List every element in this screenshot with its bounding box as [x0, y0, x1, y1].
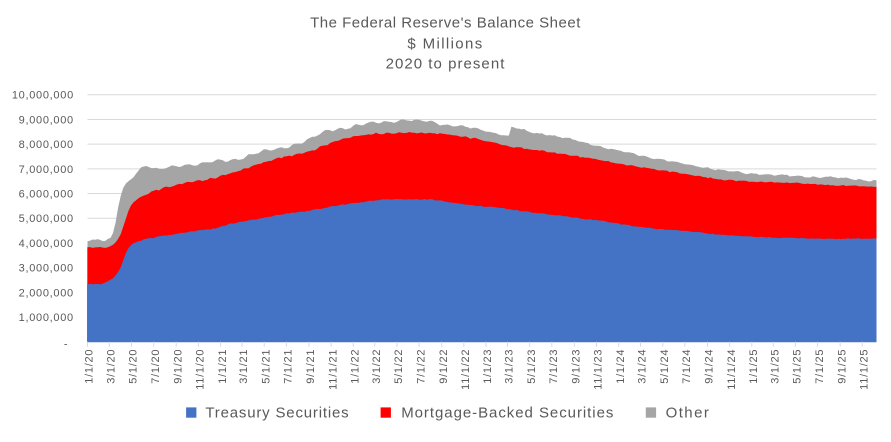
svg-text:11/1/20: 11/1/20	[195, 349, 207, 390]
svg-text:5/1/24: 5/1/24	[659, 349, 671, 384]
svg-text:The Federal Reserve's Balance: The Federal Reserve's Balance Sheet	[310, 14, 581, 31]
svg-text:11/1/24: 11/1/24	[726, 349, 738, 390]
svg-text:Mortgage-Backed Securities: Mortgage-Backed Securities	[401, 404, 614, 421]
svg-text:5/1/20: 5/1/20	[128, 349, 140, 384]
svg-text:5/1/21: 5/1/21	[260, 349, 272, 384]
svg-text:8,000,000: 8,000,000	[19, 139, 74, 151]
svg-text:6,000,000: 6,000,000	[19, 188, 74, 200]
svg-text:3/1/24: 3/1/24	[637, 349, 649, 384]
svg-text:7/1/20: 7/1/20	[150, 349, 162, 384]
svg-text:7/1/23: 7/1/23	[548, 349, 560, 384]
svg-text:7/1/25: 7/1/25	[814, 349, 826, 384]
svg-text:5,000,000: 5,000,000	[19, 213, 74, 225]
svg-text:3/1/21: 3/1/21	[238, 349, 250, 384]
svg-text:10,000,000: 10,000,000	[12, 90, 74, 102]
svg-text:1/1/25: 1/1/25	[748, 349, 760, 384]
svg-text:5/1/25: 5/1/25	[792, 349, 804, 384]
svg-text:7/1/21: 7/1/21	[283, 349, 295, 384]
svg-text:4,000,000: 4,000,000	[19, 238, 74, 250]
svg-text:11/1/23: 11/1/23	[593, 349, 605, 390]
svg-text:$ Millions: $ Millions	[407, 36, 483, 53]
svg-text:2020 to present: 2020 to present	[386, 56, 506, 73]
svg-text:9/1/23: 9/1/23	[571, 349, 583, 384]
svg-text:1,000,000: 1,000,000	[19, 312, 74, 324]
svg-text:11/1/25: 11/1/25	[859, 349, 871, 390]
svg-text:9/1/21: 9/1/21	[305, 349, 317, 384]
svg-text:1/1/21: 1/1/21	[217, 349, 229, 384]
svg-text:9/1/22: 9/1/22	[438, 349, 450, 384]
svg-text:1/1/24: 1/1/24	[615, 349, 627, 384]
svg-text:3/1/20: 3/1/20	[106, 349, 118, 384]
svg-text:9,000,000: 9,000,000	[19, 114, 74, 126]
svg-text:5/1/22: 5/1/22	[393, 349, 405, 384]
svg-text:1/1/20: 1/1/20	[84, 349, 96, 384]
svg-text:1/1/22: 1/1/22	[349, 349, 361, 384]
svg-text:7/1/22: 7/1/22	[415, 349, 427, 384]
svg-text:9/1/24: 9/1/24	[704, 349, 716, 384]
svg-text:3/1/22: 3/1/22	[371, 349, 383, 384]
svg-text:11/1/21: 11/1/21	[327, 349, 339, 390]
svg-text:5/1/23: 5/1/23	[526, 349, 538, 384]
svg-text:1/1/23: 1/1/23	[482, 349, 494, 384]
svg-text:2,000,000: 2,000,000	[19, 287, 74, 299]
svg-text:3,000,000: 3,000,000	[19, 263, 74, 275]
svg-text:9/1/20: 9/1/20	[172, 349, 184, 384]
svg-text:9/1/25: 9/1/25	[836, 349, 848, 384]
svg-text:11/1/22: 11/1/22	[460, 349, 472, 390]
svg-text:Treasury Securities: Treasury Securities	[205, 404, 349, 421]
svg-text:-: -	[64, 338, 68, 350]
svg-text:7/1/24: 7/1/24	[681, 349, 693, 384]
svg-text:3/1/25: 3/1/25	[769, 349, 781, 384]
svg-text:7,000,000: 7,000,000	[19, 164, 74, 176]
svg-text:Other: Other	[666, 404, 711, 421]
svg-text:3/1/23: 3/1/23	[504, 349, 516, 384]
